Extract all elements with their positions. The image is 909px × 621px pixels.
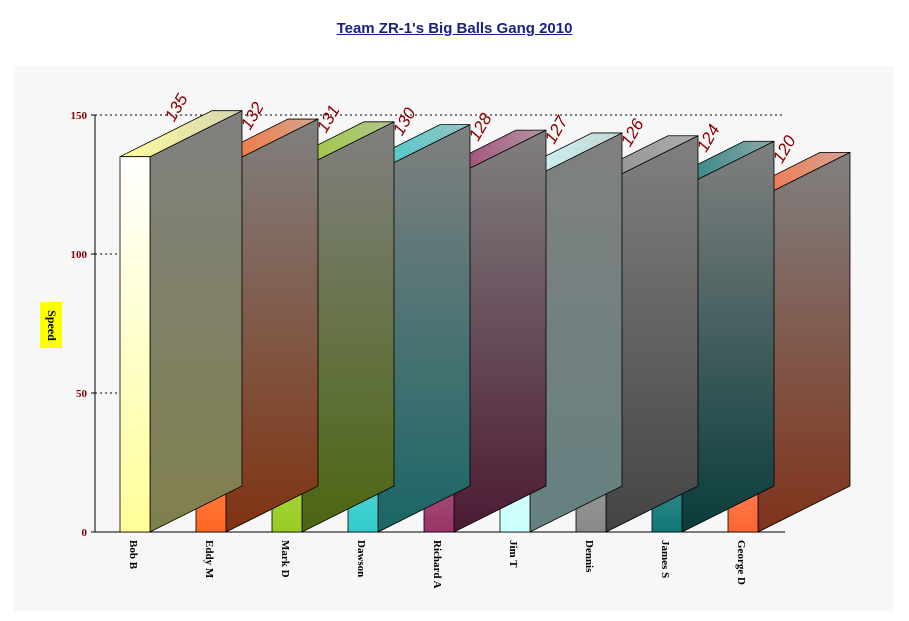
x-tick-label: Dawson xyxy=(355,540,367,577)
x-tick-label: Bob B xyxy=(127,540,139,570)
y-axis-label: Speed xyxy=(44,309,59,341)
y-tick-label: 50 xyxy=(76,388,88,400)
x-tick-label: Eddy M xyxy=(203,540,215,579)
bar-bob-b xyxy=(119,110,243,533)
y-tick-label: 0 xyxy=(82,527,88,539)
bar-side xyxy=(149,110,243,533)
bar-front xyxy=(119,156,151,533)
data-label: 135 xyxy=(161,90,192,125)
y-tick-label: 100 xyxy=(71,249,88,261)
x-tick-label: Jim T xyxy=(507,540,519,568)
x-tick-label: Richard A xyxy=(431,540,443,589)
x-tick-label: Mark D xyxy=(279,540,291,578)
chart-title: Team ZR-1's Big Balls Gang 2010 xyxy=(336,20,573,37)
x-tick-label: George D xyxy=(735,540,747,585)
y-axis-label-box: Speed xyxy=(40,302,62,348)
y-tick-label: 150 xyxy=(71,110,88,122)
x-tick-label: Dennis xyxy=(583,540,595,573)
bars-layer xyxy=(119,110,851,533)
x-tick-label: James S xyxy=(659,540,671,578)
